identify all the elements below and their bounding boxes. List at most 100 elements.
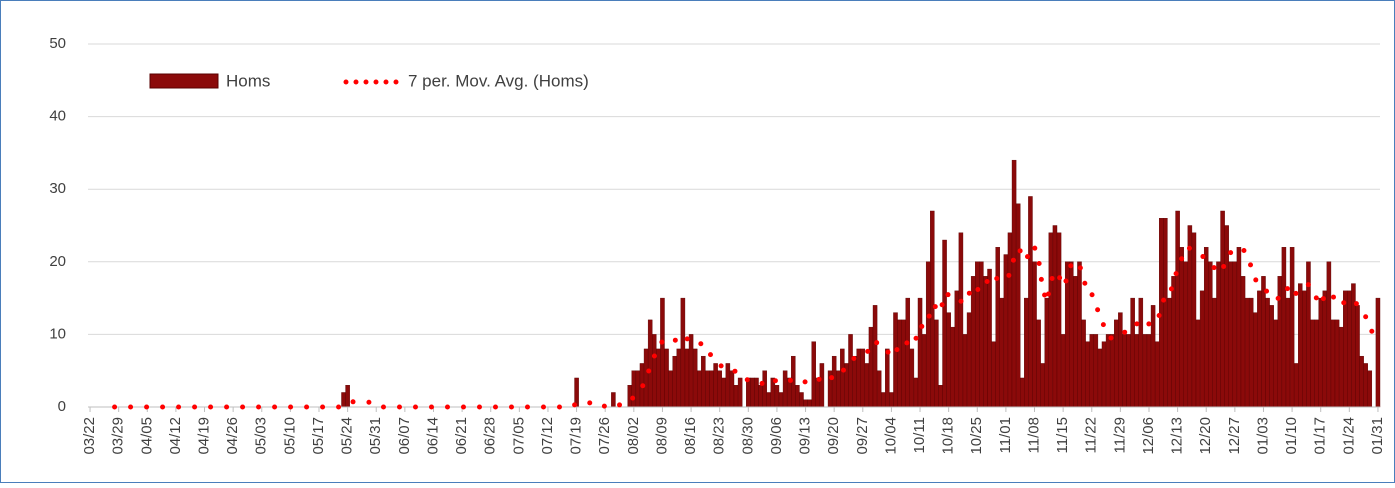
bar: [1355, 305, 1360, 408]
x-tick-label: 06/14: [424, 417, 441, 455]
bar: [709, 370, 714, 408]
bar: [1028, 196, 1033, 408]
bar: [758, 385, 763, 408]
bar: [1236, 247, 1242, 408]
x-tick-label: 01/17: [1312, 417, 1329, 455]
bar: [811, 341, 816, 408]
bar: [1285, 297, 1291, 408]
bar: [852, 355, 857, 408]
bar: [1101, 341, 1107, 408]
bar: [1289, 247, 1295, 408]
bar: [1253, 312, 1258, 408]
bar: [611, 392, 616, 408]
bar: [1220, 210, 1225, 408]
bar: [697, 370, 702, 408]
bar: [938, 385, 943, 408]
bar: [1154, 341, 1160, 408]
x-tick-label: 04/26: [224, 417, 241, 455]
bar: [692, 348, 698, 408]
bar: [1363, 363, 1368, 408]
bar: [1298, 283, 1303, 408]
x-tick-label: 04/19: [195, 417, 212, 455]
bar: [1257, 290, 1262, 408]
x-tick-label: 01/31: [1369, 417, 1386, 455]
bar: [925, 261, 931, 408]
x-tick-label: 05/10: [281, 417, 298, 455]
bar: [836, 370, 841, 408]
bar: [876, 370, 882, 408]
bar: [1163, 218, 1168, 408]
bar: [921, 334, 927, 408]
x-tick-label: 12/13: [1169, 417, 1186, 455]
bar: [1118, 312, 1123, 408]
bar: [1187, 225, 1193, 408]
bar: [831, 355, 837, 408]
bar: [774, 385, 780, 408]
bar: [1171, 276, 1176, 408]
bar: [1097, 348, 1103, 408]
x-tick-label: 10/11: [911, 417, 928, 453]
x-tick-label: 05/17: [310, 417, 327, 455]
bar: [1109, 334, 1115, 408]
bar: [1318, 297, 1323, 408]
bar: [754, 377, 759, 408]
bar: [946, 312, 951, 408]
bar: [713, 363, 718, 408]
bar: [737, 377, 743, 408]
bar: [1269, 305, 1274, 408]
bar: [950, 326, 955, 408]
x-tick-label: 03/22: [81, 417, 98, 455]
bar: [987, 268, 992, 408]
legend-label: 7 per. Mov. Avg. (Homs): [408, 71, 589, 90]
bar: [1330, 319, 1336, 408]
y-tick-label: 40: [49, 108, 66, 125]
x-tick-label: 08/23: [711, 417, 728, 455]
bar: [1199, 290, 1205, 408]
bar: [1281, 247, 1287, 408]
bar: [970, 276, 976, 408]
x-tick-label: 05/03: [253, 417, 270, 455]
bar: [1073, 276, 1078, 408]
bar: [684, 348, 690, 408]
bar: [807, 399, 812, 408]
bar: [983, 276, 988, 408]
bar: [1183, 261, 1189, 408]
bar: [999, 297, 1005, 408]
x-tick-label: 04/12: [167, 417, 184, 455]
bar: [1146, 334, 1152, 408]
x-tick-label: 10/25: [968, 417, 985, 455]
bar: [701, 355, 706, 408]
bar: [897, 319, 902, 408]
bar: [1216, 261, 1221, 408]
x-tick-label: 06/21: [453, 417, 470, 455]
bar: [1248, 297, 1254, 408]
x-tick-label: 09/27: [854, 417, 871, 455]
bar: [1293, 363, 1299, 408]
x-tick-label: 10/04: [882, 417, 899, 455]
bar: [1244, 297, 1250, 408]
bar: [647, 319, 653, 408]
x-tick-label: 06/07: [396, 417, 413, 455]
bar: [1326, 261, 1332, 408]
bar: [668, 370, 673, 408]
bar: [815, 377, 821, 408]
bar: [717, 370, 722, 408]
x-tick-label: 09/13: [797, 417, 814, 455]
bar: [1159, 218, 1164, 408]
bar: [1060, 334, 1066, 408]
x-tick-label: 11/08: [1025, 417, 1042, 453]
bar: [1044, 297, 1050, 408]
bar: [1375, 297, 1381, 408]
bar: [766, 392, 771, 408]
bar: [893, 312, 898, 408]
bar: [1089, 334, 1094, 408]
bar: [1314, 319, 1319, 408]
bar: [975, 261, 980, 408]
bar: [341, 392, 346, 408]
bar: [1310, 319, 1315, 408]
bar: [1343, 290, 1348, 408]
legend: Homs 7 per. Mov. Avg. (Homs): [149, 71, 589, 90]
x-tick-label: 08/02: [625, 417, 642, 455]
